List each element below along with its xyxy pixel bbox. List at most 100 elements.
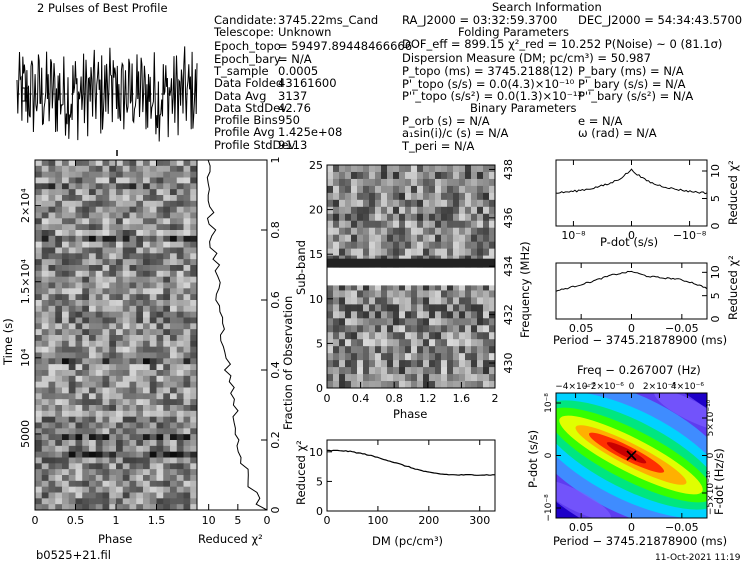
time-phase-cell bbox=[62, 294, 70, 301]
time-phase-cell bbox=[183, 399, 191, 406]
subband-cell bbox=[465, 318, 472, 326]
subband-cell bbox=[339, 227, 346, 236]
time-phase-cell bbox=[156, 323, 164, 330]
subband-cell bbox=[417, 318, 424, 326]
subband-cell bbox=[453, 248, 460, 257]
subband-cell bbox=[441, 339, 448, 347]
time-phase-cell bbox=[82, 475, 90, 482]
time-phase-cell bbox=[143, 451, 151, 458]
subband-cell bbox=[483, 381, 490, 389]
subband-xtick: 0 bbox=[324, 392, 331, 405]
time-phase-cell bbox=[95, 434, 103, 441]
time-phase-cell bbox=[95, 335, 103, 342]
time-phase-cell bbox=[183, 241, 191, 248]
time-phase-cell bbox=[129, 387, 137, 394]
time-phase-cell bbox=[190, 428, 198, 435]
time-phase-cell bbox=[41, 504, 49, 511]
subband-cell bbox=[393, 353, 400, 361]
subband-cell bbox=[333, 171, 340, 180]
subband-cell bbox=[423, 318, 430, 326]
time-phase-cell bbox=[41, 183, 49, 190]
time-phase-cell bbox=[55, 387, 63, 394]
subband-cell bbox=[363, 283, 370, 291]
time-phase-cell bbox=[109, 230, 117, 237]
time-phase-cell bbox=[136, 498, 144, 505]
time-phase-cell bbox=[116, 165, 124, 173]
time-phase-cell bbox=[122, 475, 130, 482]
subband-cell bbox=[381, 213, 388, 222]
subband-cell bbox=[339, 192, 346, 201]
time-phase-cell bbox=[190, 212, 198, 219]
subband-cell bbox=[483, 213, 490, 222]
subband-cell bbox=[405, 241, 412, 250]
info-value: = N/A bbox=[278, 52, 312, 66]
time-phase-cell bbox=[75, 270, 83, 278]
subband-cell bbox=[471, 339, 478, 347]
time-phase-cell bbox=[55, 504, 63, 511]
time-phase-cell bbox=[68, 253, 76, 260]
time-phase-cell bbox=[116, 189, 124, 196]
time-phase-cell bbox=[170, 440, 178, 447]
subband-cell bbox=[399, 241, 406, 250]
time-phase-cell bbox=[170, 469, 178, 476]
time-phase-cell bbox=[170, 358, 178, 365]
subband-cell bbox=[405, 318, 412, 326]
subband-cell bbox=[423, 325, 430, 333]
subband-cell bbox=[411, 374, 418, 382]
time-phase-cell bbox=[176, 300, 184, 307]
time-phase-cell bbox=[75, 416, 83, 423]
time-phase-cell bbox=[102, 230, 110, 237]
subband-cell bbox=[345, 318, 352, 326]
subband-cell bbox=[399, 339, 406, 347]
subband-cell bbox=[339, 325, 346, 333]
time-phase-cell bbox=[149, 486, 157, 493]
subband-cell bbox=[453, 220, 460, 229]
time-phase-cell bbox=[129, 486, 137, 493]
time-phase-cell bbox=[68, 428, 76, 435]
time-phase-cell bbox=[55, 498, 63, 505]
subband-cell bbox=[345, 165, 352, 173]
pdot-ytick: 5 bbox=[709, 195, 722, 202]
time-phase-cell bbox=[82, 504, 90, 511]
time-phase-cell bbox=[75, 405, 83, 412]
time-phase-cell bbox=[156, 253, 164, 260]
time-phase-cell bbox=[183, 171, 191, 178]
ppd-toptick: 0 bbox=[629, 382, 635, 392]
time-phase-cell bbox=[176, 410, 184, 418]
time-phase-cell bbox=[55, 311, 63, 318]
time-phase-cell bbox=[89, 469, 97, 476]
subband-cell bbox=[423, 178, 430, 187]
subband-cell bbox=[351, 234, 358, 243]
time-phase-cell bbox=[82, 206, 90, 213]
subband-cell bbox=[375, 346, 382, 354]
time-phase-cell bbox=[89, 375, 97, 383]
time-phase-cell bbox=[95, 475, 103, 482]
subband-cell bbox=[339, 318, 346, 326]
time-phase-cell bbox=[149, 200, 157, 208]
time-phase-cell bbox=[68, 375, 76, 383]
subband-cell bbox=[411, 311, 418, 319]
subband-cell bbox=[381, 192, 388, 201]
subband-cell bbox=[393, 220, 400, 229]
subband-cell bbox=[465, 248, 472, 257]
subband-cell bbox=[489, 304, 496, 312]
subband-cell bbox=[363, 290, 370, 298]
time-phase-cell bbox=[122, 381, 130, 388]
time-phase-cell bbox=[41, 428, 49, 435]
time-phase-cell bbox=[163, 160, 171, 167]
subband-cell bbox=[381, 171, 388, 180]
time-phase-cell bbox=[48, 195, 56, 202]
time-phase-cell bbox=[102, 340, 110, 348]
time-phase-cell bbox=[41, 253, 49, 260]
time-phase-cell bbox=[149, 317, 157, 324]
dm-ylabel: Reduced χ² bbox=[294, 440, 308, 505]
subband-cell bbox=[429, 374, 436, 382]
subband-cell bbox=[411, 297, 418, 305]
time-phase-cell bbox=[82, 195, 90, 202]
time-phase-cell bbox=[89, 253, 97, 260]
time-phase-cell bbox=[41, 241, 49, 248]
subband-cell bbox=[483, 199, 490, 208]
subband-cell bbox=[423, 297, 430, 305]
time-phase-cell bbox=[35, 475, 43, 482]
time-phase-cell bbox=[143, 352, 151, 359]
